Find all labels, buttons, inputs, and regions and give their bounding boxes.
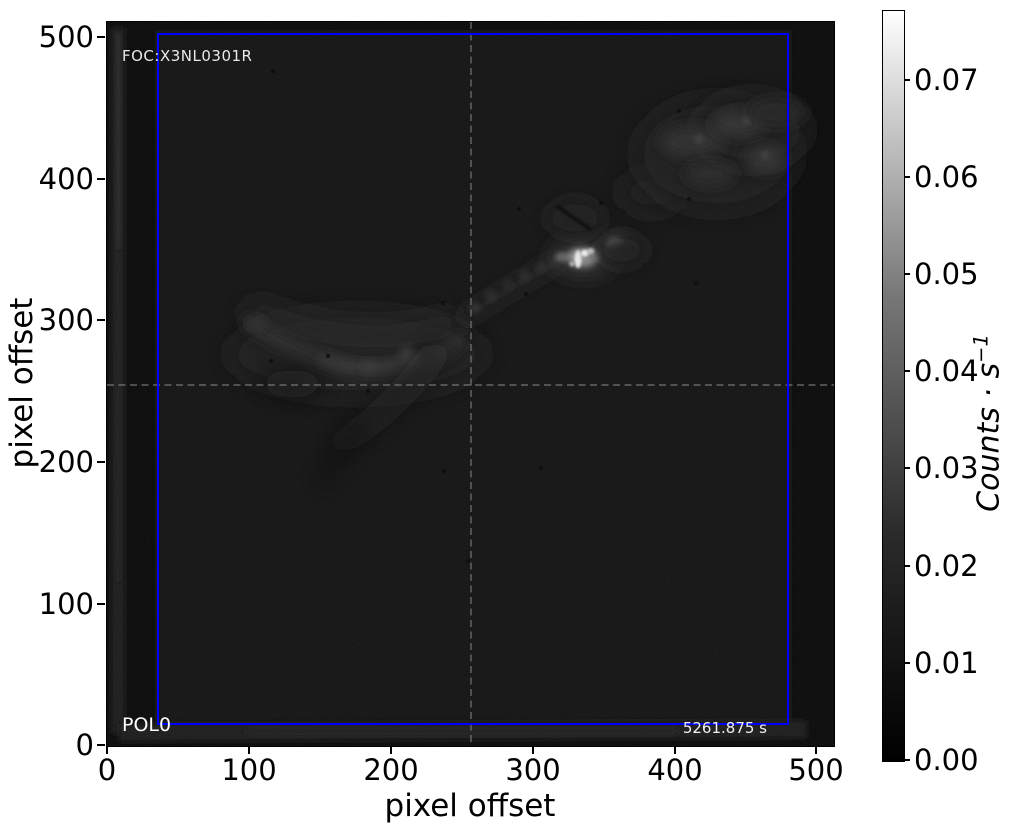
- y-tick-label: 500: [38, 20, 94, 54]
- x-tick-label: 400: [647, 753, 703, 787]
- aperture-box: [157, 33, 789, 725]
- x-tick-label: 0: [97, 753, 117, 787]
- y-tick-300: [97, 319, 105, 321]
- colorbar-tick: [904, 176, 910, 178]
- y-tick-label: 0: [75, 728, 94, 762]
- y-tick-400: [97, 178, 105, 180]
- x-tick-300: [532, 746, 534, 754]
- x-tick-200: [390, 746, 392, 754]
- y-tick-label: 300: [38, 303, 94, 337]
- colorbar-tick: [904, 759, 910, 761]
- colorbar-tick: [904, 467, 910, 469]
- sky-image: [107, 22, 834, 746]
- x-tick-0: [106, 746, 108, 754]
- colorbar-tick-label: 0.03: [914, 451, 979, 485]
- x-tick-label: 100: [221, 753, 277, 787]
- x-tick-label: 300: [505, 753, 561, 787]
- polarizer-label: POL0: [122, 714, 172, 736]
- colorbar-tick-label: 0.06: [914, 160, 979, 194]
- colorbar-label-exponent: −1: [969, 334, 993, 363]
- x-tick-500: [815, 746, 817, 754]
- colorbar-label-text: Counts · s: [971, 362, 1007, 512]
- x-tick-label: 500: [788, 753, 844, 787]
- y-tick-label: 200: [38, 445, 94, 479]
- y-tick-500: [97, 36, 105, 38]
- colorbar-tick-label: 0.04: [914, 354, 979, 388]
- colorbar-tick: [904, 565, 910, 567]
- colorbar-tick: [904, 273, 910, 275]
- y-tick-0: [97, 744, 105, 746]
- y-tick-label: 100: [38, 587, 94, 621]
- colorbar-tick: [904, 662, 910, 664]
- colorbar-tick-label: 0.02: [914, 549, 979, 583]
- colorbar-tick-label: 0.07: [914, 63, 979, 97]
- colorbar-tick: [904, 370, 910, 372]
- y-tick-label: 400: [38, 162, 94, 196]
- colorbar-tick-label: 0.01: [914, 646, 979, 680]
- x-tick-400: [674, 746, 676, 754]
- colorbar-label: Counts · s−1: [970, 334, 1007, 512]
- exposure-label: 5261.875 s: [682, 719, 767, 737]
- colorbar-tick-label: 0.05: [914, 257, 979, 291]
- noise-overlay: [127, 26, 827, 740]
- y-tick-200: [97, 461, 105, 463]
- colorbar-tick: [904, 79, 910, 81]
- colorbar: [882, 10, 905, 762]
- x-tick-label: 200: [363, 753, 419, 787]
- main-axes: FOC:X3NL0301R POL0 5261.875 s: [106, 21, 835, 747]
- dataset-label: FOC:X3NL0301R: [122, 47, 253, 65]
- colorbar-tick-label: 0.00: [914, 743, 979, 777]
- y-axis-label: pixel offset: [4, 297, 40, 469]
- x-axis-label: pixel offset: [384, 788, 556, 824]
- y-tick-100: [97, 603, 105, 605]
- x-tick-100: [248, 746, 250, 754]
